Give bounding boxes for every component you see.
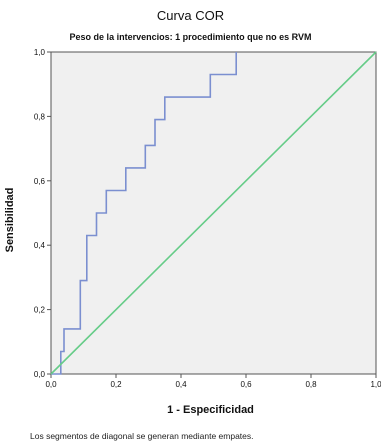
roc-curve-line — [51, 52, 237, 375]
y-tick-label: 0,2 — [34, 306, 46, 315]
chart-subtitle: Peso de la intervencios: 1 procedimiento… — [69, 32, 312, 42]
x-tick-label: 0,2 — [110, 380, 122, 389]
y-tick-label: 1,0 — [34, 48, 46, 57]
reference-diagonal-line — [50, 51, 377, 375]
x-axis-label: 1 - Especificidad — [167, 404, 254, 416]
x-tick-label: 1,0 — [370, 380, 381, 389]
x-tick-label: 0,4 — [175, 380, 187, 389]
y-tick-label: 0,4 — [34, 241, 46, 250]
x-tick-label: 0,6 — [240, 380, 252, 389]
chart-footnote: Los segmentos de diagonal se generan med… — [30, 431, 254, 441]
y-tick-label: 0,6 — [34, 177, 46, 186]
chart-title: Curva COR — [156, 8, 225, 23]
x-tick-label: 0,8 — [305, 380, 317, 389]
y-tick-label: 0,0 — [34, 370, 46, 379]
x-tick-label: 0,0 — [45, 380, 57, 389]
y-tick-label: 0,8 — [34, 112, 46, 121]
